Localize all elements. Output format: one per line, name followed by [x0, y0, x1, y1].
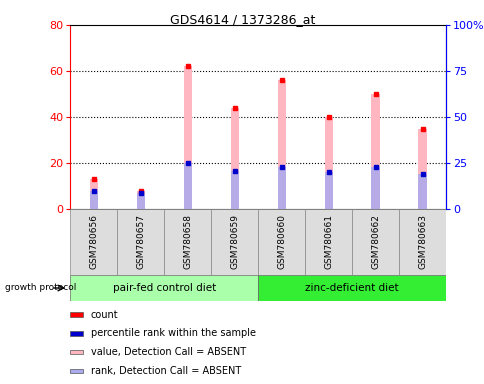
- Text: GDS4614 / 1373286_at: GDS4614 / 1373286_at: [169, 13, 315, 26]
- Bar: [183, 163, 192, 209]
- Bar: [418, 174, 426, 209]
- Bar: [304, 209, 351, 275]
- Bar: [277, 167, 286, 209]
- Bar: [136, 191, 145, 209]
- Bar: [324, 117, 333, 209]
- Bar: [70, 275, 257, 301]
- Bar: [90, 191, 98, 209]
- Bar: [70, 331, 83, 336]
- Text: pair-fed control diet: pair-fed control diet: [112, 283, 215, 293]
- Text: GSM780657: GSM780657: [136, 214, 145, 270]
- Text: growth protocol: growth protocol: [5, 283, 76, 293]
- Bar: [351, 209, 398, 275]
- Bar: [371, 167, 379, 209]
- Bar: [371, 94, 379, 209]
- Text: GSM780662: GSM780662: [370, 215, 379, 269]
- Text: GSM780659: GSM780659: [230, 214, 239, 270]
- Bar: [117, 209, 164, 275]
- Bar: [183, 66, 192, 209]
- Bar: [70, 369, 83, 373]
- Bar: [136, 193, 145, 209]
- Bar: [277, 80, 286, 209]
- Text: GSM780661: GSM780661: [324, 214, 333, 270]
- Text: GSM780656: GSM780656: [89, 214, 98, 270]
- Bar: [418, 129, 426, 209]
- Text: GSM780660: GSM780660: [277, 214, 286, 270]
- Text: value, Detection Call = ABSENT: value, Detection Call = ABSENT: [91, 347, 245, 357]
- Text: zinc-deficient diet: zinc-deficient diet: [305, 283, 398, 293]
- Bar: [257, 275, 445, 301]
- Text: GSM780658: GSM780658: [183, 214, 192, 270]
- Bar: [398, 209, 445, 275]
- Text: count: count: [91, 310, 119, 319]
- Bar: [211, 209, 257, 275]
- Text: percentile rank within the sample: percentile rank within the sample: [91, 328, 256, 338]
- Bar: [324, 172, 333, 209]
- Text: rank, Detection Call = ABSENT: rank, Detection Call = ABSENT: [91, 366, 241, 376]
- Bar: [70, 350, 83, 354]
- Text: GSM780663: GSM780663: [417, 214, 426, 270]
- Bar: [90, 179, 98, 209]
- Bar: [70, 313, 83, 317]
- Bar: [164, 209, 211, 275]
- Bar: [230, 170, 239, 209]
- Bar: [70, 209, 117, 275]
- Bar: [257, 209, 304, 275]
- Bar: [230, 108, 239, 209]
